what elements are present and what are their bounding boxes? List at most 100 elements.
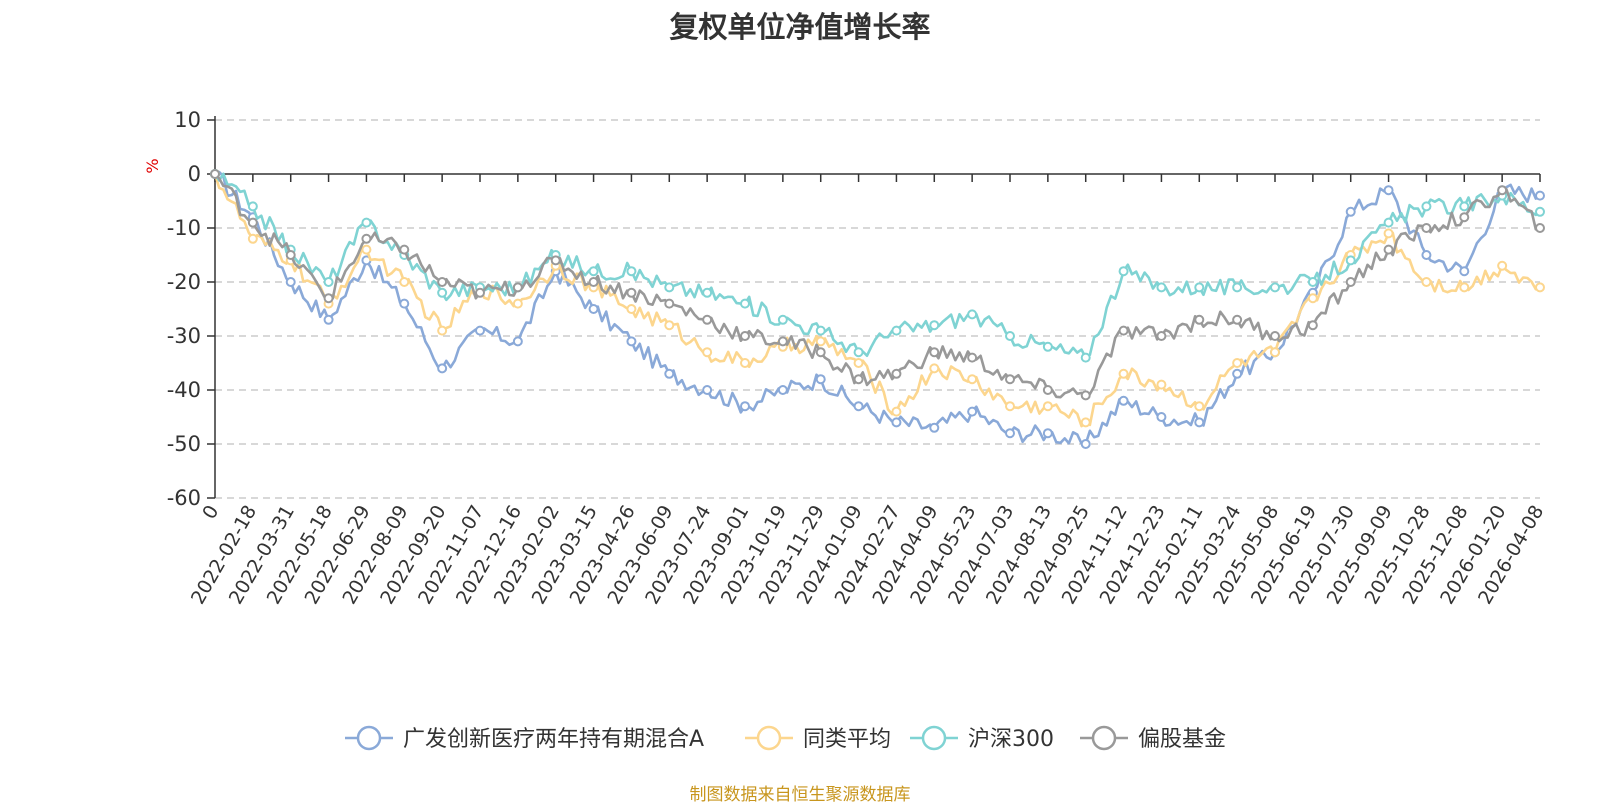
x-tick-label: 0 xyxy=(198,502,223,523)
data-point xyxy=(1042,401,1053,412)
data-point xyxy=(1345,255,1356,266)
legend-item[interactable]: 沪深300 xyxy=(910,725,1054,752)
data-point xyxy=(323,314,334,325)
data-point xyxy=(361,244,372,255)
legend-marker-icon xyxy=(356,725,382,751)
data-point xyxy=(1307,320,1318,331)
data-point xyxy=(1042,428,1053,439)
data-point xyxy=(285,277,296,287)
legend-item[interactable]: 偏股基金 xyxy=(1080,725,1226,752)
legend[interactable]: 广发创新医疗两年持有期混合A 同类平均 沪深300 偏股基金 xyxy=(345,725,1226,752)
data-point xyxy=(967,406,978,417)
data-point xyxy=(1080,417,1091,428)
data-point xyxy=(626,304,637,314)
y-tick-label: -50 xyxy=(167,432,201,456)
data-point xyxy=(1497,185,1508,196)
legend-marker-icon xyxy=(1091,725,1117,751)
data-point xyxy=(929,363,940,374)
data-point xyxy=(247,217,258,228)
legend-item[interactable]: 广发创新医疗两年持有期混合A xyxy=(345,725,704,752)
data-point xyxy=(1156,282,1167,293)
series-line xyxy=(214,170,1541,446)
data-point xyxy=(1118,325,1129,336)
data-point xyxy=(626,266,637,277)
data-point xyxy=(247,201,258,212)
data-point xyxy=(777,385,788,395)
data-point xyxy=(1118,395,1129,406)
data-point xyxy=(1232,358,1243,368)
data-point xyxy=(361,217,372,228)
data-point xyxy=(702,314,713,325)
data-point xyxy=(1005,374,1015,385)
data-point xyxy=(437,325,448,336)
legend-marker-icon xyxy=(756,725,782,751)
data-point xyxy=(1459,282,1470,293)
data-point xyxy=(399,244,410,255)
data-point xyxy=(399,298,410,309)
data-point xyxy=(853,374,864,385)
data-point xyxy=(1194,314,1205,325)
data-point xyxy=(1080,439,1091,449)
data-point xyxy=(1118,266,1129,277)
data-point xyxy=(475,287,485,298)
legend-item[interactable]: 同类平均 xyxy=(745,725,891,752)
data-point xyxy=(967,374,978,385)
data-point xyxy=(437,277,448,287)
data-point xyxy=(740,298,750,309)
data-point xyxy=(1270,282,1280,293)
data-point xyxy=(702,385,713,395)
data-point xyxy=(815,325,826,336)
data-point xyxy=(664,320,675,331)
data-point xyxy=(323,277,334,287)
data-point xyxy=(1042,341,1053,352)
data-point xyxy=(512,298,523,309)
data-point xyxy=(1005,428,1015,439)
data-point xyxy=(588,304,599,314)
data-point xyxy=(1194,401,1205,412)
data-point xyxy=(702,347,713,358)
series-line xyxy=(213,173,1541,428)
data-point xyxy=(664,298,675,309)
data-point xyxy=(1535,223,1545,233)
legend-label: 同类平均 xyxy=(803,727,891,752)
data-point xyxy=(740,331,750,341)
data-point xyxy=(1497,260,1508,271)
y-tick-label: 0 xyxy=(188,162,201,186)
data-point xyxy=(550,255,561,266)
data-point xyxy=(588,277,599,287)
data-point xyxy=(361,233,372,244)
data-point xyxy=(664,282,675,293)
data-point xyxy=(399,277,410,287)
data-point xyxy=(1459,266,1470,277)
legend-label: 沪深300 xyxy=(968,727,1054,752)
data-point xyxy=(777,314,788,325)
data-point xyxy=(1421,250,1432,260)
data-point xyxy=(815,336,826,347)
data-point xyxy=(1156,379,1167,390)
data-point xyxy=(210,169,220,179)
data-point xyxy=(1270,331,1280,341)
data-point xyxy=(1535,282,1545,293)
data-point xyxy=(1232,282,1243,293)
y-axis-unit: % xyxy=(143,158,162,173)
data-point xyxy=(740,401,750,412)
legend-label: 偏股基金 xyxy=(1138,727,1226,752)
y-tick-label: -40 xyxy=(167,378,201,402)
data-point xyxy=(1005,401,1015,412)
data-point xyxy=(815,347,826,358)
data-point xyxy=(1345,206,1356,217)
data-point xyxy=(815,374,826,385)
data-point xyxy=(1535,206,1545,217)
data-point xyxy=(1194,417,1205,428)
data-point xyxy=(626,287,637,298)
data-point xyxy=(1270,347,1280,358)
data-point xyxy=(1232,314,1243,325)
data-point xyxy=(1232,368,1243,379)
data-point xyxy=(475,325,485,336)
data-point xyxy=(323,293,334,304)
grid-lines xyxy=(215,119,1540,499)
data-point xyxy=(1383,244,1394,255)
data-point xyxy=(702,287,713,298)
y-tick-label: -10 xyxy=(167,216,201,240)
data-point xyxy=(588,266,599,277)
